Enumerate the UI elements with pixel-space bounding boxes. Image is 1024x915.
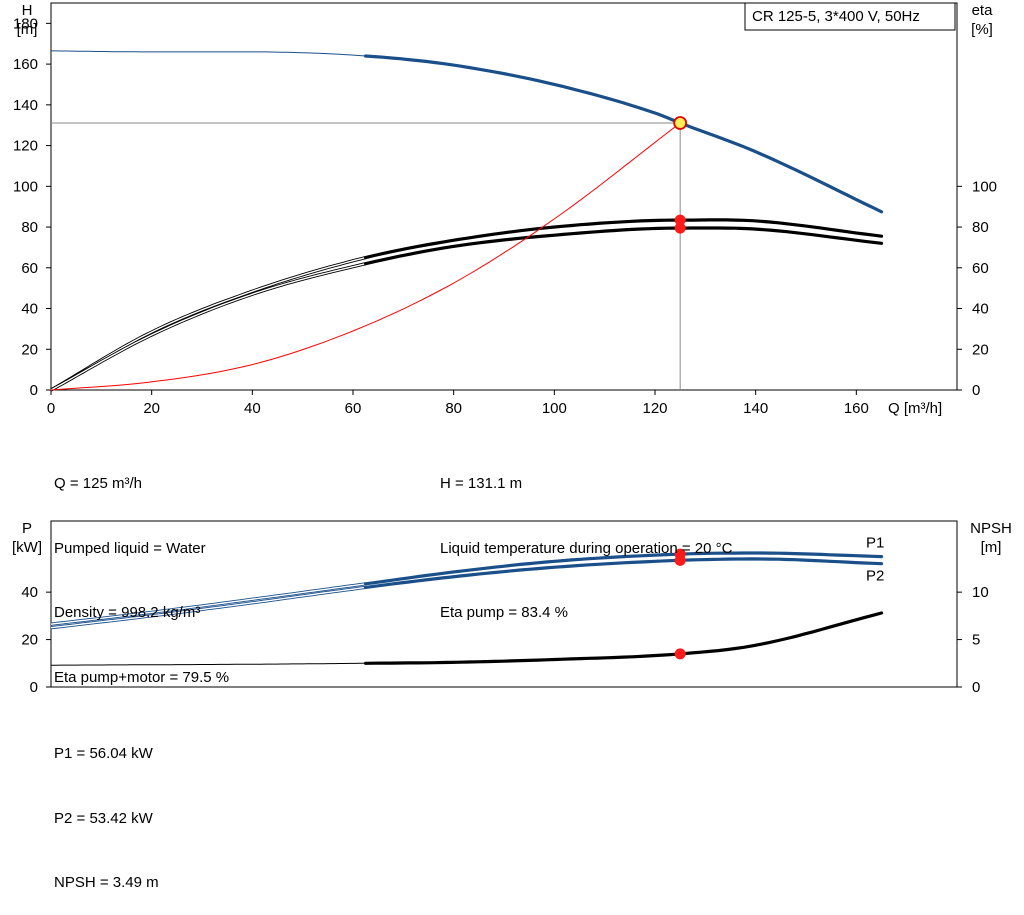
- p2-curve-line: [364, 557, 884, 589]
- head-duty-marker: [673, 116, 688, 130]
- duty-info-right: H = 131.1 m Liquid temperature during op…: [440, 430, 732, 645]
- y-tick-label: 120: [13, 138, 38, 155]
- p1-curve-line: [364, 551, 884, 586]
- info-liquid: Pumped liquid = Water: [54, 539, 206, 557]
- y-tick-label: 100: [13, 178, 38, 195]
- npsh-duty-marker: [674, 648, 686, 660]
- y-axis-label: P: [22, 520, 32, 537]
- eta-pump-duty-marker: [674, 214, 686, 226]
- x-tick-label: 20: [143, 400, 160, 417]
- eta-pump-curve-line-thin-outline: [50, 256, 366, 392]
- y-tick-label: 0: [30, 679, 38, 696]
- duty-info-power: P1 = 56.04 kW P2 = 53.42 kW NPSH = 3.49 …: [54, 700, 159, 915]
- p2-curve-line-thin-inner: [50, 586, 366, 629]
- y-tick-label: 0: [30, 382, 38, 399]
- y-tick-label: 160: [13, 56, 38, 73]
- x-tick-label: 160: [844, 400, 869, 417]
- eta-pump-curve-line: [364, 218, 884, 260]
- info-head: H = 131.1 m: [440, 475, 523, 492]
- info-eta-pump-motor: Eta pump+motor = 79.5 %: [54, 668, 230, 686]
- y-tick-label: 40: [21, 301, 38, 318]
- y-tick-label: 60: [21, 260, 38, 277]
- head-efficiency-chart: 0 20 40 60 80 100 120 140 160 180 0 20 40 60 80 100 0 20 4…: [13, 2, 997, 417]
- y-tick-label: 80: [21, 219, 38, 236]
- plot-frame: [50, 520, 958, 688]
- system-curve-line: [50, 122, 681, 391]
- legend-text: CR 125-5, 3*400 V, 50Hz: [752, 8, 920, 25]
- y-axis-label: H: [22, 2, 33, 19]
- y2-axis-label: eta: [972, 2, 994, 19]
- p2-series-label: P2: [866, 568, 884, 585]
- info-flow: Q = 125 m³/h: [54, 475, 142, 492]
- x-tick-label: 40: [244, 400, 261, 417]
- y-axis-unit: [kW]: [12, 539, 42, 556]
- info-p1: P1 = 56.04 kW: [54, 745, 153, 762]
- y2-tick-label: 10: [972, 584, 989, 601]
- eta-pump-motor-curve-line-thin-outline: [50, 262, 366, 392]
- eta-pump-motor-duty-marker: [674, 222, 686, 234]
- eta-pump-motor-curve-line-thin-inner: [50, 263, 366, 391]
- duty-info-left: Q = 125 m³/h Pumped liquid = Water Densi…: [54, 430, 229, 710]
- y-tick-label: 20: [21, 341, 38, 358]
- y-tick-label: 40: [21, 584, 38, 601]
- y2-tick-label: 80: [972, 219, 989, 236]
- y2-tick-label: 0: [972, 382, 980, 399]
- y2-tick-label: 60: [972, 260, 989, 277]
- x-tick-label: 120: [642, 400, 667, 417]
- y2-tick-label: 5: [972, 632, 980, 649]
- y2-tick-label: 100: [972, 178, 997, 195]
- npsh-curve-line: [364, 611, 884, 665]
- eta-pump-curve-line-thin-inner: [50, 256, 366, 391]
- y-axis-unit: [m]: [17, 21, 38, 38]
- power-npsh-chart: 0 20 40 0 5 10 P [kW] NPSH [m] P1 P2: [12, 520, 1012, 696]
- x-tick-label: 100: [542, 400, 567, 417]
- head-curve-thin: [51, 50, 366, 57]
- x-tick-label: 80: [445, 400, 462, 417]
- info-eta-pump: Eta pump = 83.4 %: [440, 604, 568, 621]
- x-tick-label: 140: [743, 400, 768, 417]
- y2-axis-unit: [%]: [971, 21, 993, 38]
- x-tick-label: 60: [345, 400, 362, 417]
- info-npsh: NPSH = 3.49 m: [54, 874, 159, 891]
- y2-axis-unit: [m]: [981, 539, 1002, 556]
- y-tick-label: 140: [13, 97, 38, 114]
- p2-duty-marker: [674, 554, 686, 566]
- y-tick-label: 180: [13, 15, 38, 32]
- head-curve-line: [364, 54, 884, 214]
- x-tick-label: 0: [47, 400, 55, 417]
- plot-frame: [50, 2, 958, 391]
- info-p2: P2 = 53.42 kW: [54, 809, 153, 827]
- p1-series-label: P1: [866, 535, 884, 552]
- info-liquid-temperature: Liquid temperature during operation = 20…: [440, 539, 733, 557]
- y2-axis-label: NPSH: [970, 520, 1012, 537]
- npsh-curve-thin: [51, 662, 366, 666]
- legend-box: [744, 2, 956, 31]
- y2-tick-label: 40: [972, 301, 989, 318]
- x-axis-label: Q [m³/h]: [888, 400, 942, 417]
- y2-tick-label: 20: [972, 341, 989, 358]
- p1-curve-line-thin-inner: [50, 583, 366, 625]
- info-density: Density = 998.2 kg/m³: [54, 604, 201, 621]
- y2-tick-label: 0: [972, 679, 980, 696]
- y-tick-label: 20: [21, 632, 38, 649]
- eta-pump-motor-curve-line: [364, 226, 884, 266]
